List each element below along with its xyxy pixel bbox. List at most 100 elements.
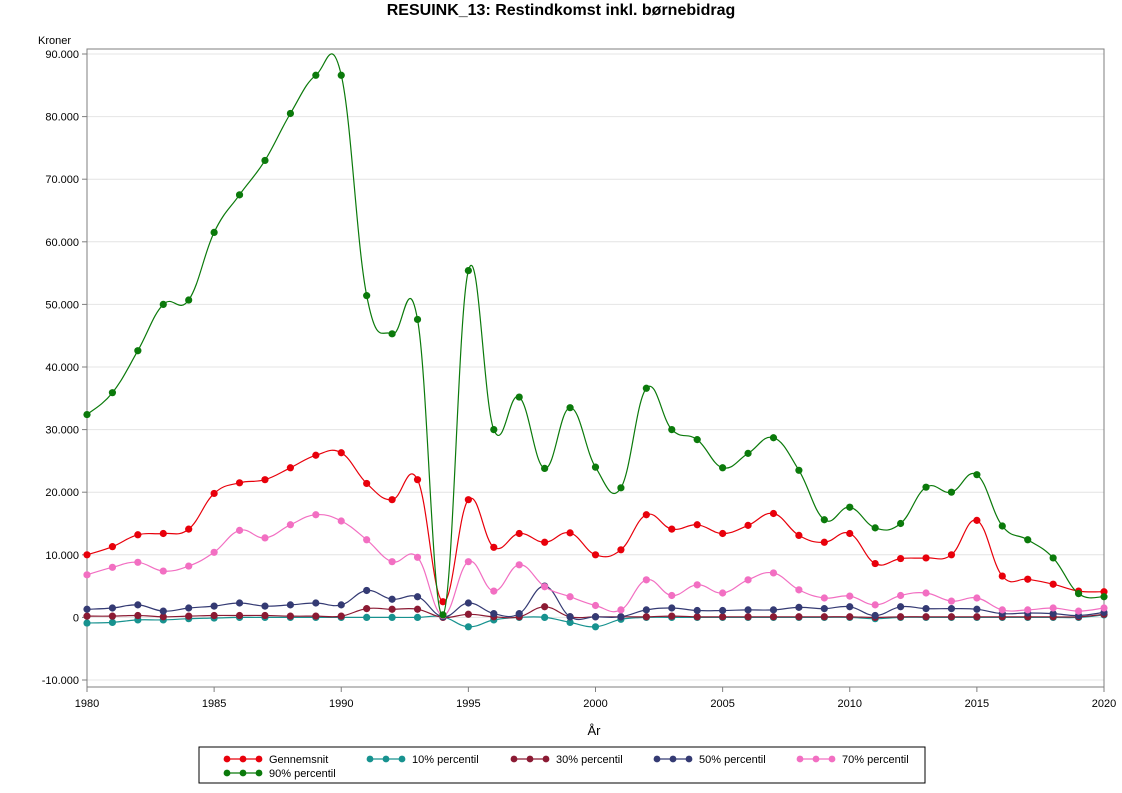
data-point	[363, 292, 371, 300]
data-point	[769, 434, 778, 442]
data-point	[388, 496, 396, 504]
data-point	[1074, 590, 1083, 598]
data-point	[185, 612, 193, 620]
legend-label: 90% percentil	[269, 768, 336, 780]
data-point	[1049, 604, 1057, 612]
data-point	[464, 558, 472, 566]
data-point	[668, 591, 676, 600]
data-point	[947, 605, 956, 613]
legend-marker	[255, 755, 263, 763]
chart-title: RESUINK_13: Restindkomst inkl. børnebidr…	[387, 2, 736, 19]
legend-item: 10% percentil	[366, 754, 479, 766]
data-point	[185, 562, 193, 570]
legend-marker	[223, 755, 231, 763]
data-point	[464, 496, 472, 504]
legend-marker	[510, 755, 518, 763]
data-point	[922, 605, 930, 613]
legend-marker	[669, 755, 677, 763]
data-point	[83, 551, 91, 559]
data-point	[261, 156, 269, 165]
data-point	[464, 610, 472, 618]
data-point	[871, 524, 879, 532]
data-point	[719, 464, 727, 472]
legend-marker	[398, 755, 406, 763]
data-point	[642, 384, 650, 392]
y-axis-label: Kroner	[38, 35, 71, 47]
data-point	[642, 576, 650, 584]
legend-item: 90% percentil	[223, 768, 336, 780]
data-point	[719, 529, 727, 538]
data-point	[769, 509, 778, 518]
series-5	[83, 53, 1108, 619]
data-point	[134, 531, 142, 539]
data-point	[922, 589, 930, 597]
data-point	[591, 623, 600, 631]
legend-marker	[255, 769, 263, 777]
data-point	[820, 613, 828, 621]
data-point	[947, 488, 956, 496]
data-point	[363, 586, 371, 595]
data-point	[388, 595, 396, 603]
data-point	[1100, 604, 1108, 612]
legend-box	[198, 746, 926, 784]
data-point	[159, 607, 167, 615]
data-point	[693, 613, 701, 621]
legend-marker	[382, 755, 390, 763]
data-point	[897, 519, 905, 528]
data-point	[591, 601, 600, 610]
data-point	[210, 611, 218, 620]
data-point	[235, 479, 244, 487]
data-point	[541, 583, 549, 591]
data-point	[134, 558, 142, 566]
data-point	[566, 593, 574, 601]
data-point	[413, 593, 422, 601]
data-point	[312, 71, 320, 79]
data-point	[668, 426, 676, 434]
data-point	[998, 522, 1006, 530]
data-point	[973, 605, 981, 613]
data-point	[897, 603, 905, 611]
data-point	[286, 109, 294, 118]
data-point	[185, 604, 193, 612]
data-point	[846, 592, 854, 600]
data-point	[642, 606, 650, 614]
data-point	[261, 534, 269, 542]
data-point	[83, 612, 91, 620]
data-point	[719, 606, 727, 615]
data-point	[286, 464, 294, 472]
x-tick-label: 2015	[965, 698, 989, 710]
legend-marker	[796, 755, 804, 763]
data-point	[820, 538, 828, 546]
data-point	[388, 330, 396, 338]
legend-marker	[685, 755, 693, 763]
legend-marker	[366, 755, 374, 763]
data-point	[795, 466, 803, 474]
data-point	[337, 601, 345, 609]
data-point	[210, 602, 218, 610]
data-point	[490, 610, 498, 618]
data-point	[642, 511, 650, 519]
y-tick-label: 90.000	[45, 49, 79, 61]
data-point	[693, 606, 701, 615]
y-tick-label: -10.000	[42, 675, 79, 687]
data-point	[744, 521, 752, 529]
data-point	[668, 525, 676, 533]
y-tick-label: 0	[73, 612, 79, 624]
data-point	[464, 623, 472, 631]
series-3	[83, 582, 1108, 621]
data-point	[719, 613, 727, 621]
data-point	[820, 594, 828, 602]
data-point	[490, 543, 498, 551]
y-tick-label: 40.000	[45, 362, 79, 374]
legend: Gennemsnit 10% percentil 30% percentil 50% …	[198, 746, 926, 784]
data-point	[795, 586, 803, 594]
data-point	[846, 529, 854, 538]
data-point	[541, 464, 549, 473]
legend-marker	[239, 769, 247, 777]
y-tick-label: 30.000	[45, 425, 79, 437]
x-axis-label: År	[588, 723, 602, 738]
data-point	[337, 612, 345, 620]
data-point	[439, 611, 447, 619]
data-point	[413, 613, 422, 622]
data-point	[897, 591, 905, 600]
